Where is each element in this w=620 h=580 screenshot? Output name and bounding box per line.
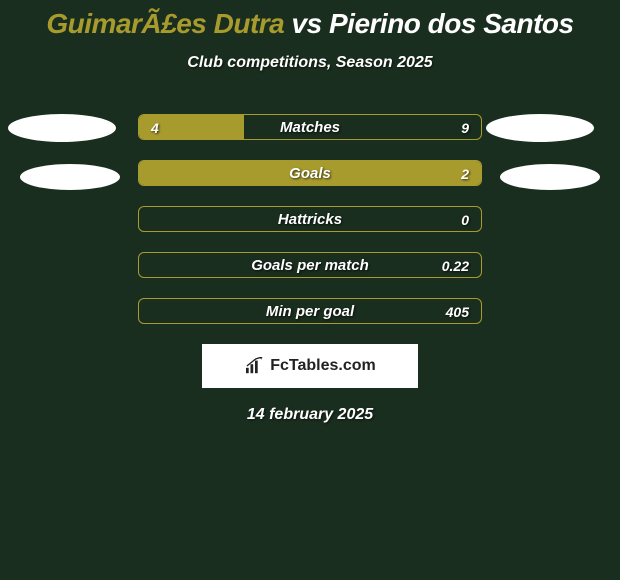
vs-text: vs — [292, 8, 322, 39]
date-text: 14 february 2025 — [0, 406, 620, 424]
avatar-placeholder-right-2 — [500, 164, 600, 190]
stat-label: Min per goal — [139, 299, 481, 324]
stat-row-hattricks: Hattricks 0 — [138, 206, 482, 232]
stat-label: Hattricks — [139, 207, 481, 232]
stat-right-value: 405 — [446, 299, 469, 324]
brand-text: FcTables.com — [270, 357, 376, 375]
chart-icon — [244, 357, 266, 375]
stat-row-matches: 4 Matches 9 — [138, 114, 482, 140]
stats-container: 4 Matches 9 Goals 2 Hattricks 0 Goals pe… — [0, 114, 620, 424]
stat-label: Matches — [139, 115, 481, 140]
stat-row-goals: Goals 2 — [138, 160, 482, 186]
avatar-placeholder-left-2 — [20, 164, 120, 190]
subtitle: Club competitions, Season 2025 — [0, 54, 620, 72]
stat-right-value: 2 — [461, 161, 469, 186]
player1-name: GuimarÃ£es Dutra — [46, 8, 284, 39]
branding-inner: FcTables.com — [244, 357, 376, 375]
player2-name: Pierino dos Santos — [329, 8, 574, 39]
comparison-title: GuimarÃ£es Dutra vs Pierino dos Santos — [0, 0, 620, 40]
stat-row-gpm: Goals per match 0.22 — [138, 252, 482, 278]
stat-right-value: 0.22 — [442, 253, 469, 278]
branding-box: FcTables.com — [202, 344, 418, 388]
stat-label: Goals — [139, 161, 481, 186]
stat-row-mpg: Min per goal 405 — [138, 298, 482, 324]
stat-right-value: 9 — [461, 115, 469, 140]
avatar-placeholder-left-1 — [8, 114, 116, 142]
avatar-placeholder-right-1 — [486, 114, 594, 142]
stat-right-value: 0 — [461, 207, 469, 232]
stat-label: Goals per match — [139, 253, 481, 278]
